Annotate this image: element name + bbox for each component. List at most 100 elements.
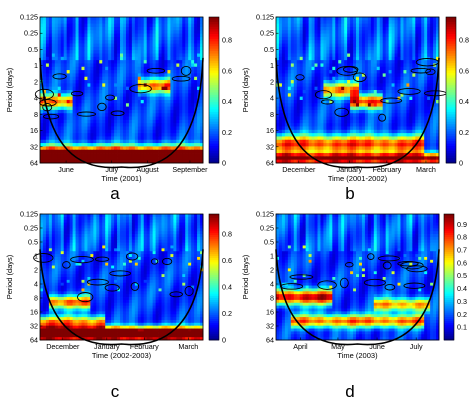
heat-cell: [117, 133, 121, 137]
heat-cell: [114, 143, 118, 147]
heat-cell: [182, 20, 186, 25]
heat-cell: [403, 103, 407, 107]
heat-cell: [176, 133, 180, 137]
heat-cell: [120, 139, 124, 144]
heat-cell: [415, 116, 419, 121]
heat-cell: [385, 60, 390, 64]
heat-cell: [96, 123, 100, 127]
heat-cell: [93, 99, 97, 104]
heat-cell: [430, 30, 434, 34]
heat-cell: [176, 23, 180, 28]
y-tick-label: 2: [34, 77, 38, 86]
heat-cell: [108, 53, 112, 58]
heat-cell: [299, 20, 304, 25]
heat-cell: [87, 103, 91, 107]
heat-cell: [415, 126, 419, 131]
heat-cell: [81, 23, 85, 28]
heat-cell: [60, 30, 65, 34]
heat-cell: [84, 143, 88, 147]
heat-cell: [173, 66, 177, 71]
y-tick-label: 8: [34, 110, 38, 119]
heat-cell: [284, 109, 289, 114]
heat-cell: [403, 76, 407, 81]
heat-cell: [194, 63, 198, 68]
heat-cell: [125, 149, 130, 154]
heat-cell: [164, 53, 168, 58]
heat-cell: [406, 109, 410, 114]
heat-cell: [293, 63, 298, 68]
heat-cell: [90, 90, 94, 94]
heat-cell: [430, 83, 434, 88]
heat-cell: [197, 56, 201, 61]
heat-cell: [290, 90, 295, 94]
heat-cell: [81, 123, 85, 127]
heat-cell: [78, 33, 82, 38]
heat-cell: [182, 40, 186, 44]
heat-cell: [311, 40, 315, 44]
significance-contour: [43, 113, 60, 120]
heat-cell: [436, 43, 440, 48]
heat-cell: [102, 23, 106, 28]
heat-cell: [338, 159, 342, 164]
heat-cell: [341, 129, 345, 134]
heat-cell: [158, 26, 162, 31]
heat-cell: [188, 99, 192, 104]
heat-cell: [433, 26, 437, 31]
heat-cell: [75, 36, 79, 41]
heat-cell: [197, 143, 201, 147]
heat-cell: [391, 143, 395, 147]
heat-cell: [152, 73, 156, 78]
heat-cell: [188, 153, 192, 157]
heat-cell: [75, 153, 79, 157]
heat-cell: [170, 149, 174, 154]
heat-cell: [418, 60, 422, 64]
heat-cell: [155, 93, 159, 98]
heat-cell: [125, 136, 130, 141]
heat-cell: [164, 60, 168, 64]
heat-cell: [385, 93, 390, 98]
heat-cell: [433, 33, 437, 38]
heat-cell: [200, 109, 204, 114]
heat-cell: [128, 43, 133, 48]
heat-cell: [415, 156, 419, 161]
heat-cell: [311, 80, 315, 84]
heat-cell: [293, 56, 298, 61]
heat-cell: [152, 126, 156, 131]
heat-cell: [167, 53, 171, 58]
colorbar-step: [209, 72, 219, 76]
heat-cell: [54, 123, 59, 127]
heat-cell: [105, 136, 109, 141]
heat-cell: [182, 93, 186, 98]
heat-cell: [114, 106, 118, 111]
heat-cell: [397, 159, 401, 164]
heat-cell: [170, 80, 174, 84]
heat-cell: [409, 123, 413, 127]
heat-cell: [93, 46, 97, 51]
heat-cell: [299, 60, 304, 64]
heat-cell: [120, 96, 124, 101]
heat-cell: [412, 116, 416, 121]
heat-cell: [335, 93, 339, 98]
heat-cell: [197, 23, 201, 28]
y-tick-label: 1: [270, 61, 274, 70]
heat-cell: [418, 26, 422, 31]
heat-cell: [373, 26, 378, 31]
heat-cell: [338, 136, 342, 141]
heat-cell: [281, 153, 286, 157]
heat-cell: [185, 66, 189, 71]
heat-cell: [87, 17, 91, 21]
heat-cell: [93, 83, 97, 88]
heat-cell: [364, 70, 369, 74]
heat-cell: [167, 46, 171, 51]
heat-cell: [140, 136, 145, 141]
heat-cell: [173, 90, 177, 94]
heat-cell: [436, 90, 440, 94]
heat-cell: [120, 86, 124, 91]
heat-cell: [305, 133, 309, 137]
heat-cell: [424, 43, 428, 48]
heat-cell: [388, 66, 392, 71]
heat-cell: [356, 46, 360, 51]
heat-cell: [403, 60, 407, 64]
heat-cell: [358, 20, 363, 25]
heat-cell: [155, 109, 159, 114]
